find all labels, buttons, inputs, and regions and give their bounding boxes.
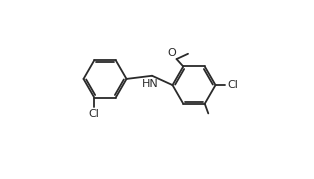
Text: HN: HN: [142, 79, 159, 89]
Text: O: O: [167, 48, 176, 58]
Text: Cl: Cl: [89, 109, 100, 119]
Text: Cl: Cl: [227, 80, 238, 90]
